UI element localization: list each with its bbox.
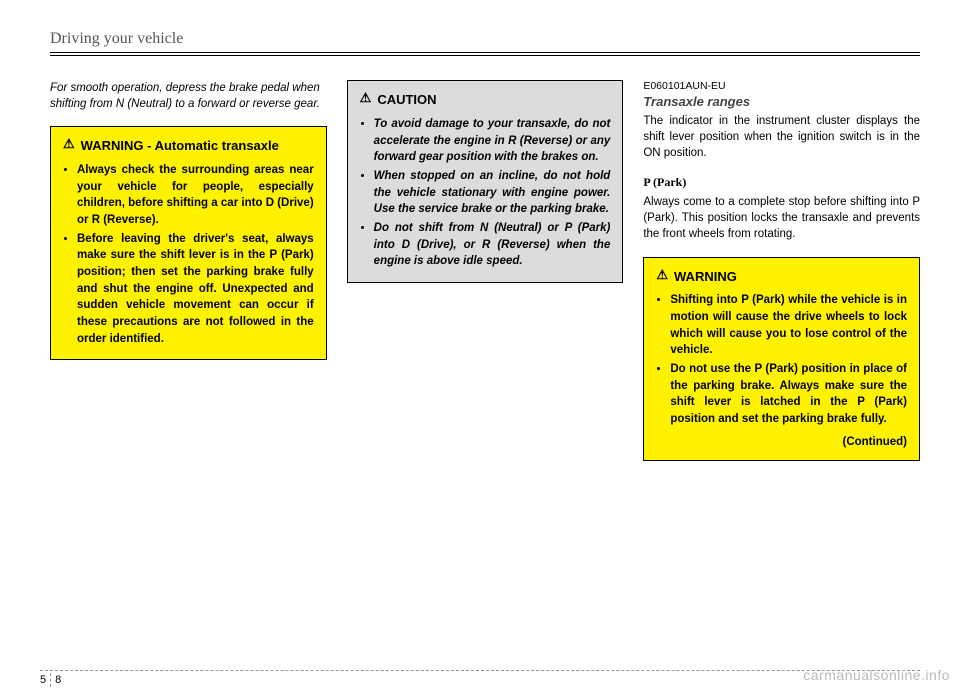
warning-icon: ⚠ [656,268,668,281]
p-park-heading: P (Park) [643,175,920,190]
warning-icon: ⚠ [63,137,75,150]
continued-label: (Continued) [656,434,907,451]
footer-rule: 5 8 [40,670,920,671]
warning-title-row: ⚠ WARNING - Automatic transaxle [63,137,314,156]
caution-title-row: ⚠ CAUTION [360,91,611,110]
warning-title: WARNING [674,268,737,287]
page-number-value: 8 [55,674,61,686]
column-3: E060101AUN-EU Transaxle ranges The indic… [643,80,920,461]
warning-box-auto-transaxle: ⚠ WARNING - Automatic transaxle Always c… [50,126,327,360]
subhead-transaxle: Transaxle ranges [643,94,920,109]
body-text-1: The indicator in the instrument cluster … [643,113,920,161]
content-columns: For smooth operation, depress the brake … [50,80,920,461]
warning-title-row: ⚠ WARNING [656,268,907,287]
column-2: ⚠ CAUTION To avoid damage to your transa… [347,80,624,461]
warning-item: Always check the surrounding areas near … [77,162,314,229]
warning-subtitle: - Automatic transaxle [147,138,279,153]
column-1: For smooth operation, depress the brake … [50,80,327,461]
page-num-separator [50,673,51,687]
caution-item: When stopped on an incline, do not hold … [374,168,611,218]
caution-box: ⚠ CAUTION To avoid damage to your transa… [347,80,624,283]
warning-item: Before leaving the driver's seat, always… [77,231,314,348]
watermark: carmanualsonline.info [803,667,950,683]
warning-box-park: ⚠ WARNING Shifting into P (Park) while t… [643,257,920,462]
body-text-2: Always come to a complete stop before sh… [643,194,920,242]
caution-item: Do not shift from N (Neutral) or P (Park… [374,220,611,270]
page-header: Driving your vehicle [50,30,920,53]
warning-title: WARNING [81,138,144,153]
caution-title: CAUTION [377,91,436,110]
page-footer: 5 8 [40,670,920,671]
header-rule [50,55,920,56]
caution-item: To avoid damage to your transaxle, do no… [374,116,611,166]
warning-item: Shifting into P (Park) while the vehicle… [670,292,907,359]
manual-page: Driving your vehicle For smooth operatio… [0,0,960,689]
caution-list: To avoid damage to your transaxle, do no… [360,116,611,270]
section-number: 5 [40,674,46,686]
page-number: 5 8 [40,673,61,687]
warning-item: Do not use the P (Park) position in plac… [670,361,907,428]
intro-text: For smooth operation, depress the brake … [50,80,327,112]
warning-list: Always check the surrounding areas near … [63,162,314,347]
warning-list: Shifting into P (Park) while the vehicle… [656,292,907,427]
section-code: E060101AUN-EU [643,80,920,92]
caution-icon: ⚠ [360,91,372,104]
